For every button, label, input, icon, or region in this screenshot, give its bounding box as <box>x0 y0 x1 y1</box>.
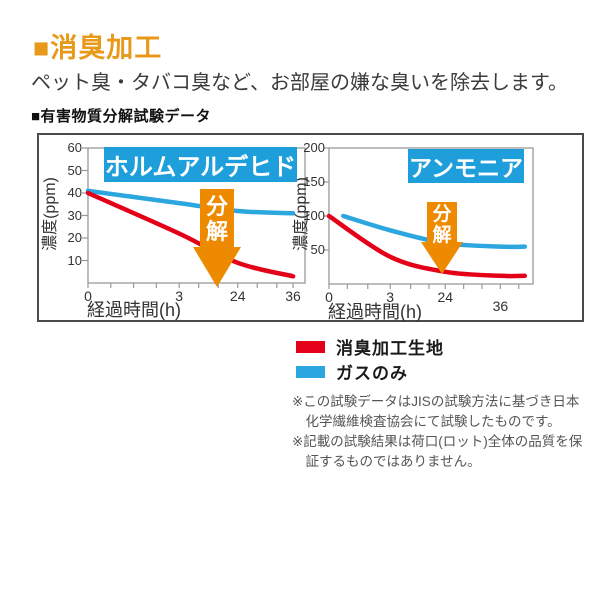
y-tick-label: 20 <box>67 230 82 245</box>
arrow-label: 分解 <box>205 194 228 244</box>
y-tick-label: 100 <box>303 208 325 223</box>
x-tick-label: 3 <box>386 289 395 305</box>
decompose-arrow: 分解 <box>193 189 241 287</box>
series-line-gas-only <box>85 188 296 216</box>
x-tick-label: 24 <box>229 288 246 304</box>
page-title: ■消臭加工 <box>33 33 163 63</box>
legend-label: ガスのみ <box>336 364 408 383</box>
x-tick-label: 36 <box>285 288 301 304</box>
page-subtitle: ペット臭・タバコ臭など、お部屋の嫌な臭いを除去します。 <box>31 72 568 94</box>
section-header-test-data: ■有害物質分解試験データ <box>31 108 212 125</box>
y-tick-label: 30 <box>67 207 82 223</box>
x-tick-label: 36 <box>492 298 509 314</box>
chart-title-ammonia: アンモニア <box>408 149 524 183</box>
arrow-head <box>193 247 241 287</box>
y-tick-label: 40 <box>67 185 82 200</box>
y-tick-label: 50 <box>67 162 82 178</box>
x-axis-label: 経過時間(h) <box>328 302 422 322</box>
y-tick-label: 50 <box>310 242 325 257</box>
footnote-jis: ※この試験データはJISの試験方法に基づき日本化学繊維検査協会にて試験したもので… <box>292 394 580 429</box>
blue-line-swatch <box>296 365 325 378</box>
y-tick-label: 200 <box>303 140 325 155</box>
decompose-arrow: 分解 <box>421 202 463 274</box>
red-line-swatch <box>296 340 325 353</box>
x-axis-label: 経過時間(h) <box>87 300 181 320</box>
x-tick-label: 3 <box>175 288 184 304</box>
chart-title-formaldehyde: ホルムアルデヒド <box>104 147 297 182</box>
footnotes: ※この試験データはJISの試験方法に基づき日本化学繊維検査協会にて試験したもので… <box>292 392 584 472</box>
arrow-head <box>421 242 463 274</box>
x-tick-label: 24 <box>437 289 454 305</box>
x-tick-label: 0 <box>84 288 92 304</box>
arrow-shaft <box>200 189 234 247</box>
y-tick-label: 10 <box>67 252 82 268</box>
y-tick-label: 60 <box>67 140 82 155</box>
footnote-lot: ※記載の試験結果は荷口(ロット)全体の品質を保証するものではありません。 <box>292 434 583 469</box>
x-tick-label: 0 <box>325 289 333 305</box>
legend-label: 消臭加工生地 <box>336 339 444 358</box>
legend-item-treated-fabric: 消臭加工生地 <box>296 334 444 359</box>
arrow-shaft <box>427 202 457 242</box>
arrow-label: 分解 <box>432 204 452 246</box>
y-tick-label: 150 <box>303 174 325 189</box>
legend-item-gas-only: ガスのみ <box>296 359 408 384</box>
